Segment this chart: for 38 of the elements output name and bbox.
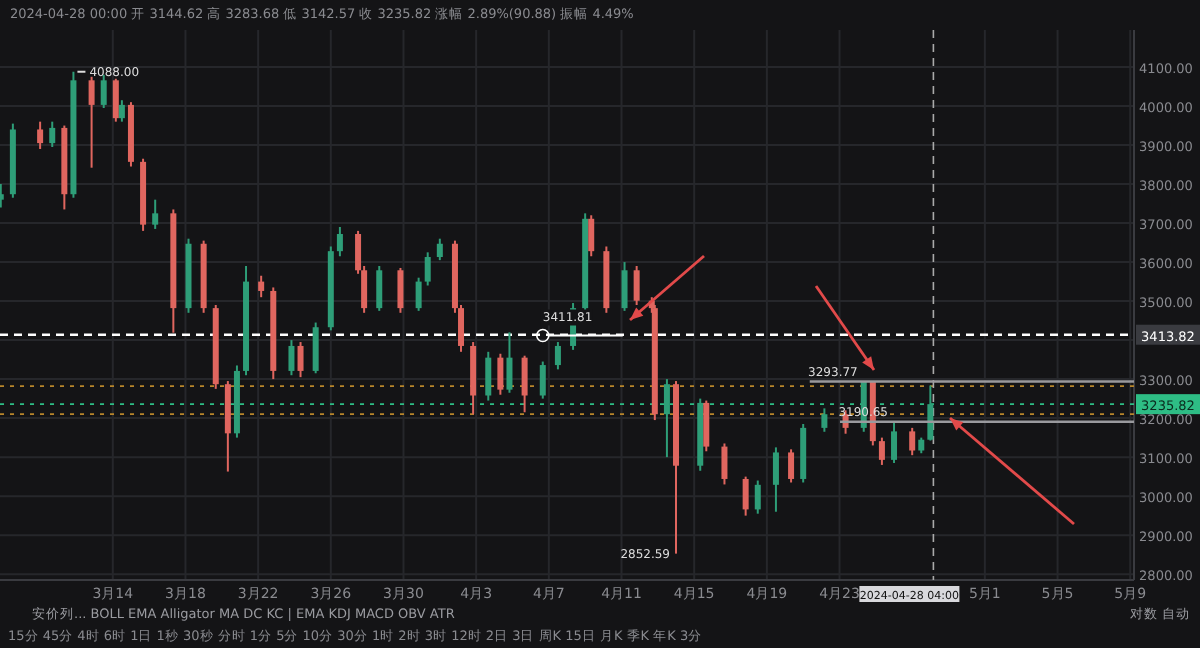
candlestick [312, 321, 319, 375]
candlestick [415, 276, 422, 312]
candlestick [703, 399, 710, 453]
candlestick [909, 426, 916, 457]
candlestick [100, 73, 107, 110]
candlestick [821, 407, 828, 433]
candlestick [663, 378, 670, 459]
candlestick [554, 341, 561, 371]
candlestick [772, 446, 779, 513]
candlestick [297, 341, 304, 379]
candlestick [788, 448, 795, 484]
candlestick [521, 354, 528, 414]
candlestick [112, 77, 119, 123]
candlestick [88, 75, 95, 169]
candlestick [424, 251, 431, 287]
candlestick [288, 339, 295, 377]
candlestick [497, 352, 504, 396]
candlestick [633, 264, 640, 306]
candlestick [754, 479, 761, 515]
candlestick [927, 384, 934, 442]
candlestick [891, 420, 898, 464]
candlestick [721, 442, 728, 486]
candlestick [397, 266, 404, 314]
candlestick [539, 360, 546, 400]
candlestick [376, 264, 383, 312]
candlestick [37, 120, 44, 150]
candlestick [485, 350, 492, 402]
candlestick [436, 237, 443, 262]
candlestick [742, 475, 749, 517]
candlestick [258, 274, 265, 299]
candlestick [588, 214, 595, 258]
candlestick [506, 331, 513, 394]
candlestick [621, 261, 628, 312]
candlestick [336, 225, 343, 258]
candlestick [118, 99, 125, 123]
candlestick [152, 198, 159, 230]
candlestick [878, 436, 885, 466]
candlestick [49, 120, 56, 149]
